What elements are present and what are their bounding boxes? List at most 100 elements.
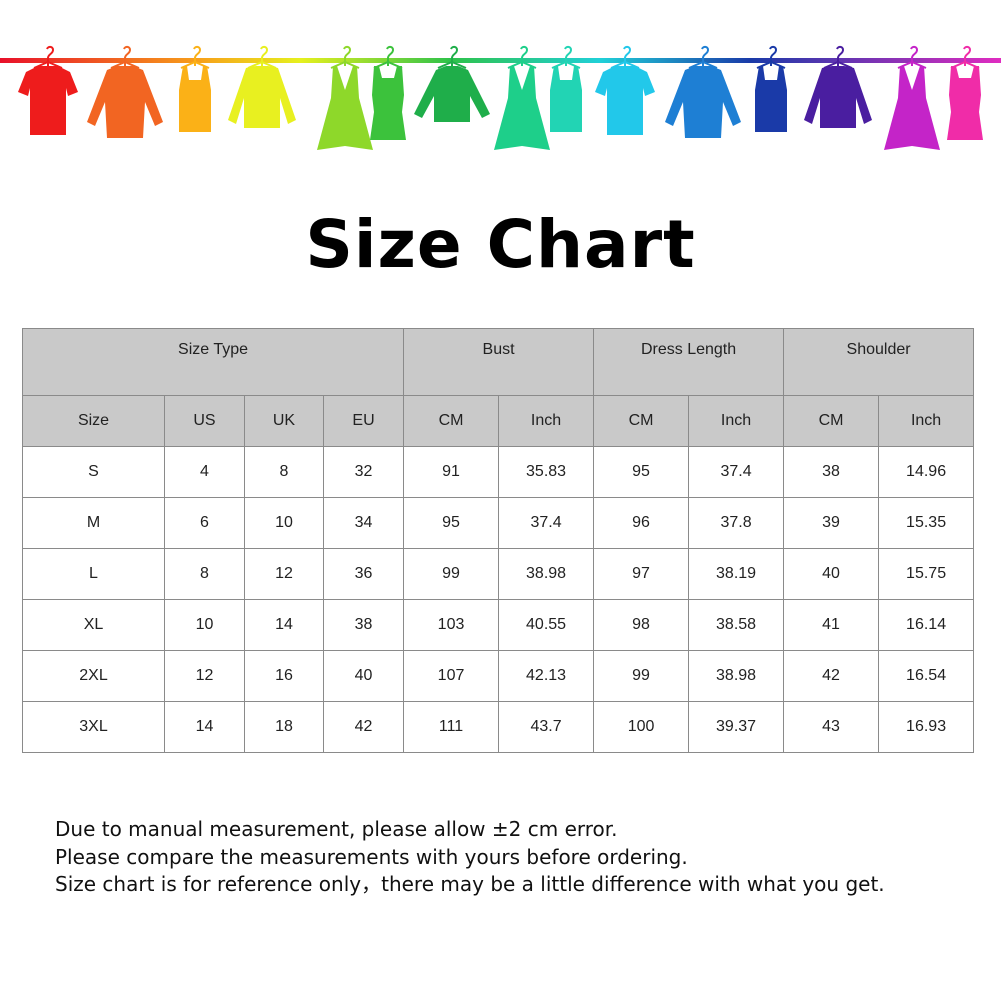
sub-header-cell: US (164, 395, 245, 447)
table-cell: 95 (403, 497, 500, 549)
clothing-dress-icon (317, 45, 373, 150)
note-line: Due to manual measurement, please allow … (55, 817, 618, 841)
table-cell: 42 (322, 701, 405, 753)
table-cell: 16.93 (878, 701, 975, 753)
sub-header-cell: Size (22, 395, 165, 447)
table-cell: 36 (322, 548, 405, 600)
sub-header-cell: EU (322, 395, 405, 447)
header-size-type: Size Type (21, 328, 405, 396)
clothes-rail (0, 58, 1001, 63)
note-line: Please compare the measurements with you… (55, 844, 688, 869)
table-cell: 32 (322, 446, 405, 498)
table-cell: 96 (593, 497, 690, 549)
header-dress-length: Dress Length (593, 328, 785, 396)
note-line: Size chart is for reference only，there m… (55, 872, 885, 896)
table-cell: 100 (593, 701, 690, 753)
clothing-dress-icon (884, 45, 940, 150)
table-cell: L (22, 548, 165, 600)
table-cell: 40 (783, 548, 880, 600)
clothing-beltdress-icon (947, 45, 983, 140)
page-title: Size Chart (305, 206, 696, 283)
table-cell: 14 (164, 701, 245, 753)
table-cell: 99 (403, 548, 500, 600)
table-cell: 38.58 (688, 599, 785, 651)
sub-header-cell: CM (783, 395, 880, 447)
table-cell: 41 (783, 599, 880, 651)
table-cell: 8 (244, 446, 324, 498)
table-cell: 98 (593, 599, 690, 651)
table-row: XL 10 14 38 103 40.55 98 38.58 41 16.14 (22, 599, 975, 651)
clothing-tank-icon (755, 45, 787, 132)
table-cell: XL (22, 599, 165, 651)
clothing-tank-icon (550, 45, 582, 132)
table-cell: 103 (403, 599, 500, 651)
table-cell: 42.13 (498, 650, 595, 702)
table-row: 2XL 12 16 40 107 42.13 99 38.98 42 16.54 (22, 650, 975, 702)
table-cell: 14 (244, 599, 324, 651)
group-header-row: Size Type Bust Dress Length Shoulder (21, 328, 975, 396)
table-cell: 3XL (22, 701, 165, 753)
header-bust: Bust (403, 328, 595, 396)
table-cell: 37.4 (688, 446, 785, 498)
table-cell: 15.75 (878, 548, 975, 600)
sub-header-cell: Inch (878, 395, 975, 447)
table-cell: 37.4 (498, 497, 595, 549)
header-shoulder: Shoulder (783, 328, 975, 396)
table-cell: 107 (403, 650, 500, 702)
clothing-beltdress-icon (370, 45, 406, 140)
sub-header-cell: UK (244, 395, 324, 447)
clothing-shirt-icon (87, 45, 163, 138)
table-cell: 15.35 (878, 497, 975, 549)
clothing-dress-icon (494, 45, 550, 150)
table-cell: 111 (403, 701, 500, 753)
table-cell: 8 (164, 548, 245, 600)
table-cell: 12 (164, 650, 245, 702)
table-row: S 4 8 32 91 35.83 95 37.4 38 14.96 (22, 446, 975, 498)
size-table: Size Type Bust Dress Length Shoulder Siz… (21, 328, 975, 753)
table-cell: 14.96 (878, 446, 975, 498)
clothing-sweater-icon (804, 45, 872, 128)
table-row: M 6 10 34 95 37.4 96 37.8 39 15.35 (22, 497, 975, 549)
table-cell: 40 (322, 650, 405, 702)
table-cell: 18 (244, 701, 324, 753)
table-cell: 10 (164, 599, 245, 651)
table-cell: S (22, 446, 165, 498)
table-cell: 38.98 (498, 548, 595, 600)
table-cell: 43 (783, 701, 880, 753)
clothing-tshirt-icon (595, 45, 655, 135)
table-cell: 2XL (22, 650, 165, 702)
table-cell: 16.54 (878, 650, 975, 702)
clothing-tank-icon (179, 45, 211, 132)
clothing-longsleeve-icon (414, 45, 490, 122)
sub-header-cell: CM (403, 395, 500, 447)
hanging-clothes-banner (0, 45, 1001, 150)
table-cell: 39 (783, 497, 880, 549)
table-cell: 10 (244, 497, 324, 549)
table-cell: 4 (164, 446, 245, 498)
table-cell: 12 (244, 548, 324, 600)
table-cell: 43.7 (498, 701, 595, 753)
table-cell: 38.98 (688, 650, 785, 702)
clothing-sweater-icon (228, 45, 296, 128)
sub-header-cell: CM (593, 395, 690, 447)
table-cell: 95 (593, 446, 690, 498)
table-cell: 91 (403, 446, 500, 498)
table-cell: 39.37 (688, 701, 785, 753)
sub-header-cell: Inch (498, 395, 595, 447)
table-row: L 8 12 36 99 38.98 97 38.19 40 15.75 (22, 548, 975, 600)
table-cell: 99 (593, 650, 690, 702)
table-cell: M (22, 497, 165, 549)
clothing-shirt-icon (665, 45, 741, 138)
table-cell: 16 (244, 650, 324, 702)
table-cell: 97 (593, 548, 690, 600)
table-cell: 16.14 (878, 599, 975, 651)
sub-header-row: Size US UK EU CM Inch CM Inch CM Inch (22, 395, 975, 447)
notes: Due to manual measurement, please allow … (55, 816, 885, 899)
table-cell: 40.55 (498, 599, 595, 651)
table-cell: 35.83 (498, 446, 595, 498)
table-cell: 38 (783, 446, 880, 498)
table-cell: 42 (783, 650, 880, 702)
table-cell: 37.8 (688, 497, 785, 549)
sub-header-cell: Inch (688, 395, 785, 447)
table-row: 3XL 14 18 42 111 43.7 100 39.37 43 16.93 (22, 701, 975, 753)
